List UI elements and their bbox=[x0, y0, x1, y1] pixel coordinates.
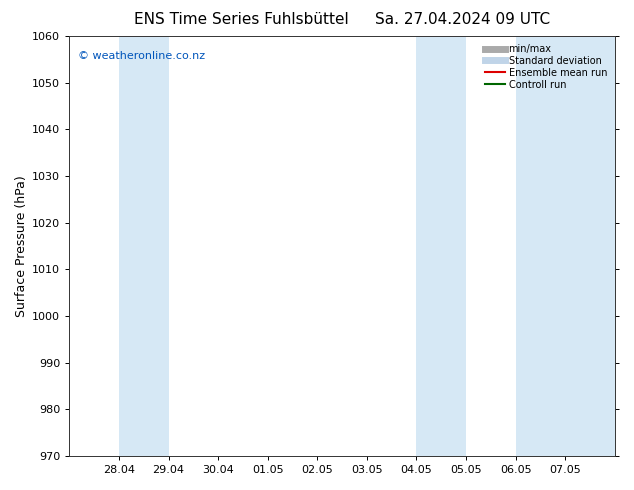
Y-axis label: Surface Pressure (hPa): Surface Pressure (hPa) bbox=[15, 175, 28, 317]
Text: ENS Time Series Fuhlsbüttel: ENS Time Series Fuhlsbüttel bbox=[134, 12, 348, 27]
Bar bbox=[566, 36, 615, 456]
Bar bbox=[515, 36, 566, 456]
Bar bbox=[119, 36, 169, 456]
Bar bbox=[417, 36, 466, 456]
Text: Sa. 27.04.2024 09 UTC: Sa. 27.04.2024 09 UTC bbox=[375, 12, 550, 27]
Legend: min/max, Standard deviation, Ensemble mean run, Controll run: min/max, Standard deviation, Ensemble me… bbox=[482, 41, 610, 93]
Text: © weatheronline.co.nz: © weatheronline.co.nz bbox=[77, 51, 205, 61]
